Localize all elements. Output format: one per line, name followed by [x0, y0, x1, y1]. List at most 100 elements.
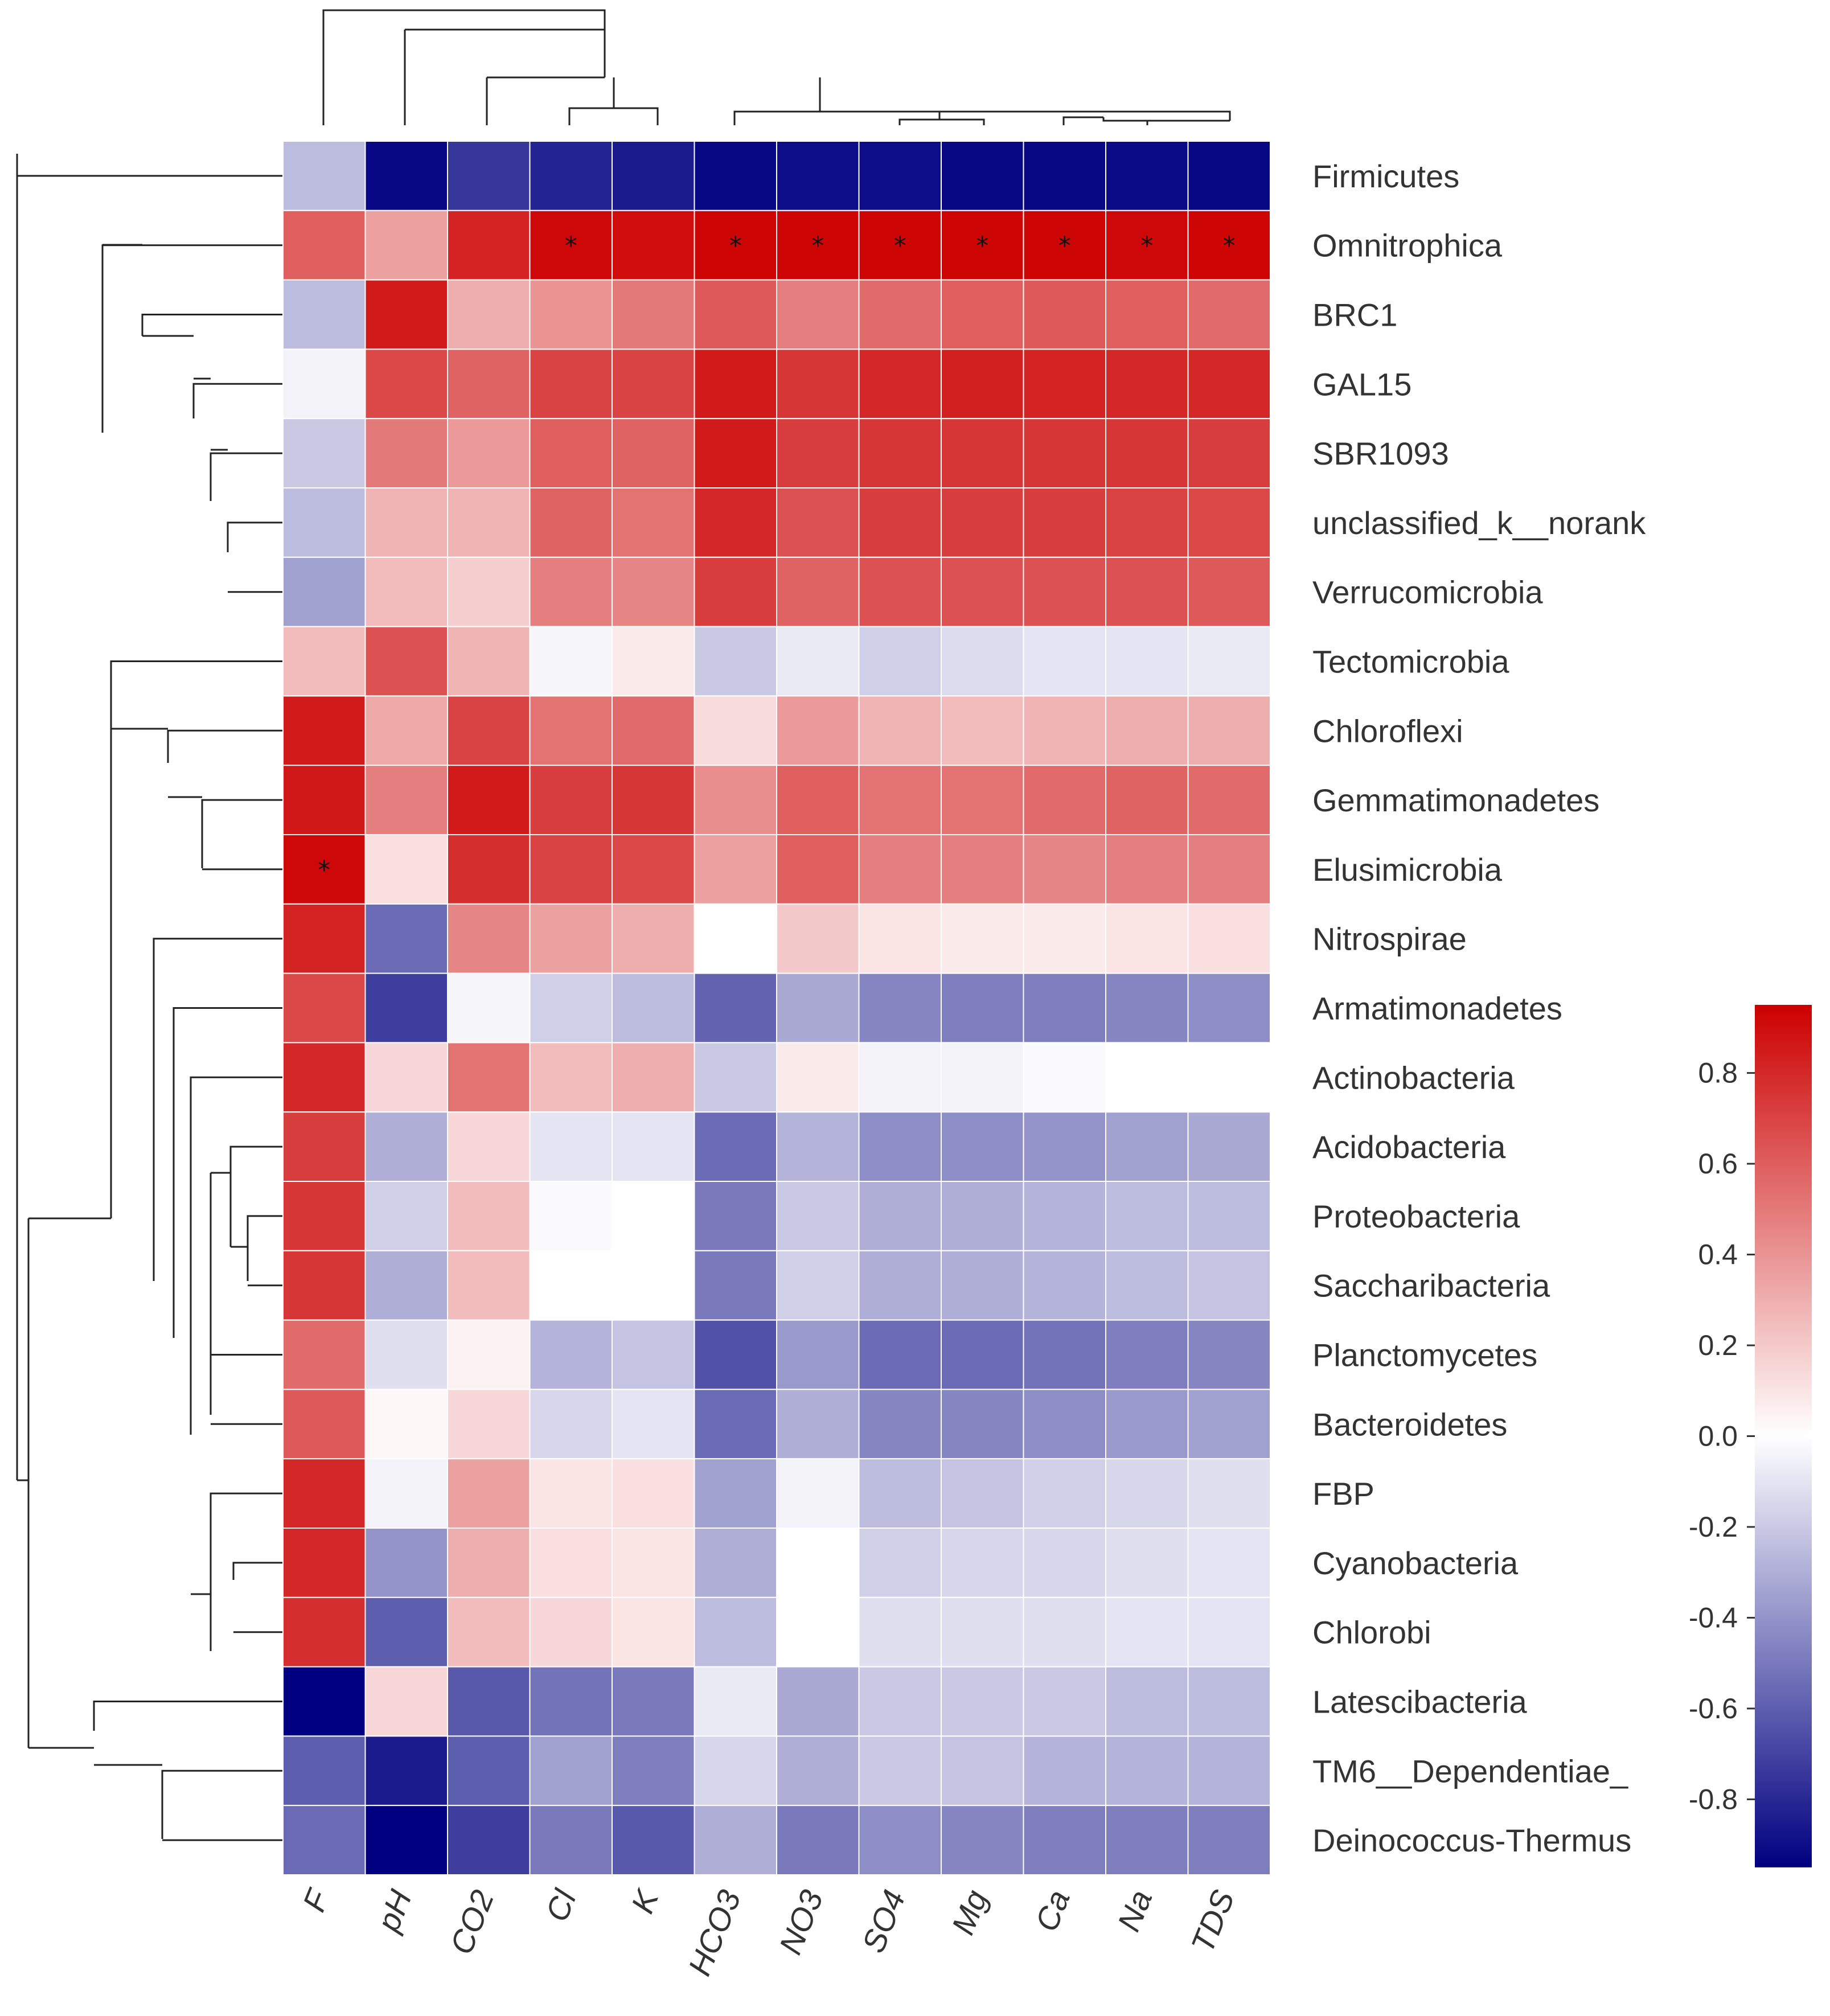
- heatmap-cell: [941, 141, 1024, 211]
- heatmap-cell: [776, 903, 860, 974]
- row-label: Chloroflexi: [1312, 713, 1463, 749]
- heatmap-cell: [447, 1735, 531, 1806]
- heatmap-cell: [612, 1805, 695, 1875]
- heatmap-cell: [282, 210, 366, 281]
- heatmap-cell: [941, 1042, 1024, 1113]
- heatmap-cell: [447, 1042, 531, 1113]
- heatmap-cell: [612, 1735, 695, 1806]
- colorbar-tick-label: 0.0: [1698, 1420, 1738, 1452]
- heatmap-cell: [858, 210, 942, 281]
- heatmap-cell: [858, 348, 942, 420]
- heatmap-cell: [858, 834, 942, 905]
- heatmap-cell: [776, 1250, 860, 1321]
- heatmap-cell: [858, 626, 942, 697]
- row-label: GAL15: [1312, 366, 1412, 402]
- heatmap-cell: [364, 348, 448, 420]
- heatmap-cell: [694, 695, 777, 766]
- heatmap-cell: [941, 348, 1024, 420]
- column-label: SO4: [855, 1885, 912, 1958]
- heatmap-cell: [1023, 556, 1106, 627]
- heatmap-cell: [364, 487, 448, 558]
- heatmap-cell: [941, 1528, 1024, 1598]
- heatmap-cell: [364, 1111, 448, 1182]
- heatmap-cell: [858, 1458, 942, 1529]
- heatmap-cell: [1105, 418, 1189, 489]
- heatmap-cell: [941, 487, 1024, 558]
- heatmap-cell: [282, 1042, 366, 1113]
- heatmap-cell: [282, 1181, 366, 1251]
- heatmap-cell: [1187, 626, 1271, 697]
- heatmap-cell: [858, 1250, 942, 1321]
- heatmap-cell: [941, 1111, 1024, 1182]
- column-label: F: [296, 1883, 337, 1916]
- row-dendrogram-branches: [16, 154, 283, 1841]
- heatmap-cell: [529, 210, 613, 281]
- heatmap-cell: [941, 279, 1024, 350]
- heatmap-cell: [612, 765, 695, 835]
- heatmap-cell: [694, 1111, 777, 1182]
- heatmap-cell: [1023, 141, 1106, 211]
- heatmap-cell: [529, 903, 613, 974]
- heatmap-cell: [858, 972, 942, 1044]
- heatmap-cell: [776, 834, 860, 905]
- heatmap-cell: [1187, 1319, 1271, 1390]
- significance-star: *: [1140, 232, 1153, 261]
- heatmap-cell: [694, 1596, 777, 1668]
- heatmap-cell: [1023, 1458, 1106, 1529]
- column-label: TDS: [1184, 1885, 1241, 1957]
- heatmap-cell: [1023, 1389, 1106, 1460]
- row-label: Cyanobacteria: [1312, 1545, 1519, 1581]
- heatmap-cell: [694, 972, 777, 1044]
- colorbar-tick-label: -0.2: [1689, 1511, 1738, 1543]
- heatmap-cell: [941, 834, 1024, 905]
- column-dendrogram-branches: [322, 9, 1231, 125]
- heatmap-cell: [612, 556, 695, 627]
- heatmap-cell: [282, 626, 366, 697]
- heatmap-cell: [694, 1250, 777, 1321]
- heatmap-cell: [364, 765, 448, 835]
- heatmap-cell: [1187, 1389, 1271, 1460]
- heatmap-cell: [858, 1111, 942, 1182]
- heatmap-cell: [364, 1042, 448, 1113]
- heatmap-cell: [529, 1666, 613, 1737]
- row-label: Elusimicrobia: [1312, 852, 1503, 888]
- heatmap-cell: [858, 279, 942, 350]
- heatmap-cell: [1023, 1735, 1106, 1806]
- heatmap-cell: [447, 765, 531, 835]
- heatmap-cell: [612, 348, 695, 420]
- heatmap-cell: [1105, 1042, 1189, 1113]
- heatmap-cell: [694, 903, 777, 974]
- heatmap-cell: [776, 1042, 860, 1113]
- heatmap-cell: [612, 626, 695, 697]
- heatmap-cell: [694, 765, 777, 835]
- heatmap-cell: [1105, 1596, 1189, 1668]
- row-label: Firmicutes: [1312, 158, 1459, 194]
- heatmap-cell: [858, 141, 942, 211]
- row-label: BRC1: [1312, 297, 1397, 333]
- row-label: TM6__Dependentiae_: [1312, 1753, 1628, 1789]
- heatmap-cell: [776, 1389, 860, 1460]
- heatmap-cell: [364, 695, 448, 766]
- heatmap-cell: [447, 418, 531, 489]
- heatmap-cell: [941, 765, 1024, 835]
- heatmap-cell: [776, 1596, 860, 1668]
- heatmap-cell: [1105, 1458, 1189, 1529]
- heatmap-cell: [1023, 279, 1106, 350]
- heatmap-cell: [1187, 1458, 1271, 1529]
- colorbar-tick-label: 0.8: [1698, 1057, 1738, 1089]
- heatmap-cell: [1105, 834, 1189, 905]
- heatmap-cell: [1187, 418, 1271, 489]
- row-label: Saccharibacteria: [1312, 1268, 1550, 1304]
- heatmap-cell: [612, 903, 695, 974]
- heatmap-cell: [1023, 972, 1106, 1044]
- heatmap-cell: [364, 279, 448, 350]
- colorbar-tick-label: -0.4: [1689, 1602, 1738, 1633]
- heatmap-cell: [776, 279, 860, 350]
- heatmap-cell: [1187, 903, 1271, 974]
- heatmap-cell: [282, 1111, 366, 1182]
- row-label: unclassified_k__norank: [1312, 505, 1646, 541]
- column-label: K: [624, 1883, 666, 1918]
- heatmap-cell: [1105, 1666, 1189, 1737]
- heatmap-cell: [447, 1666, 531, 1737]
- heatmap-cell: [776, 1319, 860, 1390]
